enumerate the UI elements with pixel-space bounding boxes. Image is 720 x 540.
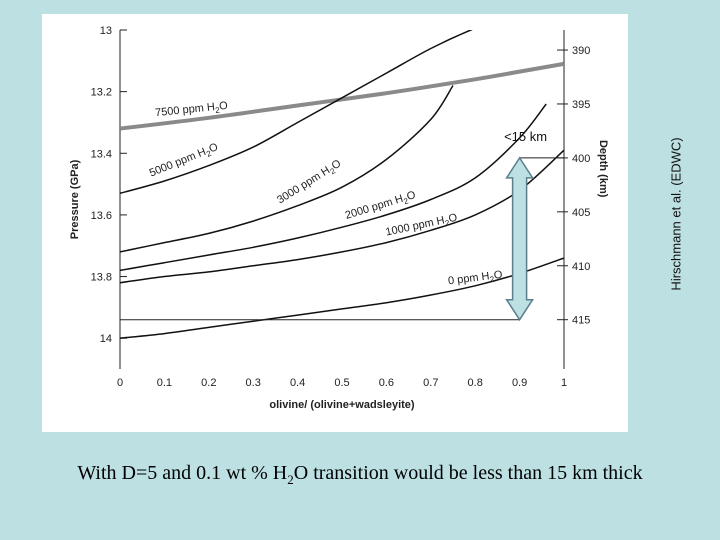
depth-axis-label: Depth (km) [597,140,609,198]
x-tick-label: 0.4 [290,377,305,389]
x-tick-label: 0.9 [512,377,527,389]
phase-diagram-chart: 13 13.2 13.4 13.6 13.8 14 Pressure (GPa) 0 0.1 0.… [69,25,609,411]
depth-tick-label: 390 [572,45,590,57]
caption-post: O transition would be less than 15 km th… [293,462,643,484]
annotation-label: <15 km [504,129,547,144]
chart-panel: 13 13.2 13.4 13.6 13.8 14 Pressure (GPa) 0 0.1 0.… [42,14,628,432]
depth-tick-label: 410 [572,261,590,273]
series-label: 5000 ppm H2O [148,141,221,181]
series-line-2000-ppm-h2o [120,103,547,272]
x-tick-label: 0.2 [201,377,216,389]
y-tick-label: 13.6 [91,210,112,222]
series-line-7500-ppm-h2o [120,61,564,131]
series-line-0-ppm-h2o [120,257,564,339]
x-tick-label: 0 [117,377,123,389]
depth-tick-label: 405 [572,207,590,219]
thickness-arrow [505,156,534,322]
x-axis-label: olivine/ (olivine+wadsleyite) [269,399,415,411]
y-tick-label: 14 [100,333,112,345]
x-tick-label: 1 [561,377,567,389]
series-line-3000-ppm-h2o [120,85,454,253]
depth-tick-label: 395 [572,99,590,111]
y-tick-label: 13 [100,25,112,37]
credit-label: Hirschmann et al. (EDWC) [668,137,684,291]
series-label: 1000 ppm H2O [385,212,460,241]
series-line-5000-ppm-h2o [120,30,473,195]
x-tick-label: 0.3 [246,377,261,389]
series-label: 0 ppm H2O [447,269,503,290]
y-tick-label: 13.2 [91,87,112,99]
x-tick-label: 0.1 [157,377,172,389]
x-tick-label: 0.8 [468,377,483,389]
caption-pre: With D=5 and 0.1 wt % H [77,462,288,484]
y-tick-label: 13.8 [91,272,112,284]
series-line-1000-ppm-h2o [120,149,564,284]
y-axis-label: Pressure (GPa) [69,159,81,239]
series-label: 2000 ppm H2O [344,189,418,224]
x-tick-label: 0.7 [423,377,438,389]
caption: With D=5 and 0.1 wt % H2O transition wou… [0,462,720,488]
depth-tick-label: 415 [572,315,590,327]
y-tick-label: 13.4 [91,148,112,160]
x-tick-label: 0.5 [334,377,349,389]
caption-subscript: 2 [287,472,294,487]
x-tick-label: 0.6 [379,377,394,389]
depth-tick-label: 400 [572,153,590,165]
